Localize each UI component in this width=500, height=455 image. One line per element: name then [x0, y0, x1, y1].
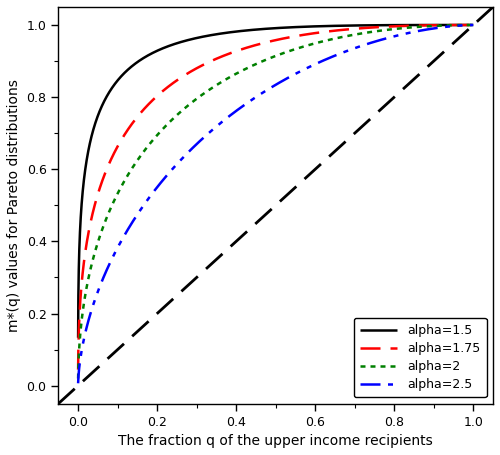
alpha=2.5	[420, 27, 426, 33]
alpha=1.5	[470, 22, 476, 28]
Y-axis label: m*(q) values for Pareto distributions: m*(q) values for Pareto distributions	[7, 79, 21, 332]
Line: alpha=1.75: alpha=1.75	[78, 25, 473, 369]
alpha=1.5	[462, 22, 468, 28]
alpha=1.75	[244, 45, 250, 51]
alpha=1.75	[420, 23, 426, 28]
alpha=2	[75, 376, 81, 381]
alpha=1.75	[226, 51, 232, 56]
alpha=2.5	[462, 22, 468, 28]
Legend: alpha=1.5, alpha=1.75, alpha=2, alpha=2.5: alpha=1.5, alpha=1.75, alpha=2, alpha=2.…	[354, 318, 487, 398]
alpha=2.5	[144, 198, 150, 204]
alpha=1.5	[120, 71, 126, 77]
alpha=2	[462, 22, 468, 28]
alpha=2.5	[244, 101, 250, 106]
alpha=1.5	[75, 335, 81, 340]
alpha=1.5	[144, 53, 150, 59]
alpha=1.75	[470, 22, 476, 28]
alpha=1.75	[120, 134, 126, 140]
alpha=2.5	[120, 235, 126, 240]
X-axis label: The fraction q of the upper income recipients: The fraction q of the upper income recip…	[118, 434, 433, 448]
alpha=1.5	[226, 30, 232, 35]
Line: alpha=2: alpha=2	[78, 25, 473, 379]
Line: alpha=1.5: alpha=1.5	[78, 25, 473, 338]
alpha=2	[144, 145, 150, 151]
alpha=2	[470, 22, 476, 28]
alpha=2	[420, 24, 426, 29]
alpha=2	[244, 66, 250, 71]
alpha=2.5	[470, 22, 476, 28]
alpha=1.75	[144, 104, 150, 109]
alpha=2	[120, 180, 126, 186]
alpha=2.5	[226, 113, 232, 119]
alpha=2.5	[75, 380, 81, 386]
alpha=1.75	[462, 22, 468, 28]
alpha=2	[226, 75, 232, 80]
alpha=1.75	[75, 367, 81, 372]
alpha=1.5	[244, 28, 250, 33]
Line: alpha=2.5: alpha=2.5	[78, 25, 473, 383]
alpha=1.5	[420, 22, 426, 28]
